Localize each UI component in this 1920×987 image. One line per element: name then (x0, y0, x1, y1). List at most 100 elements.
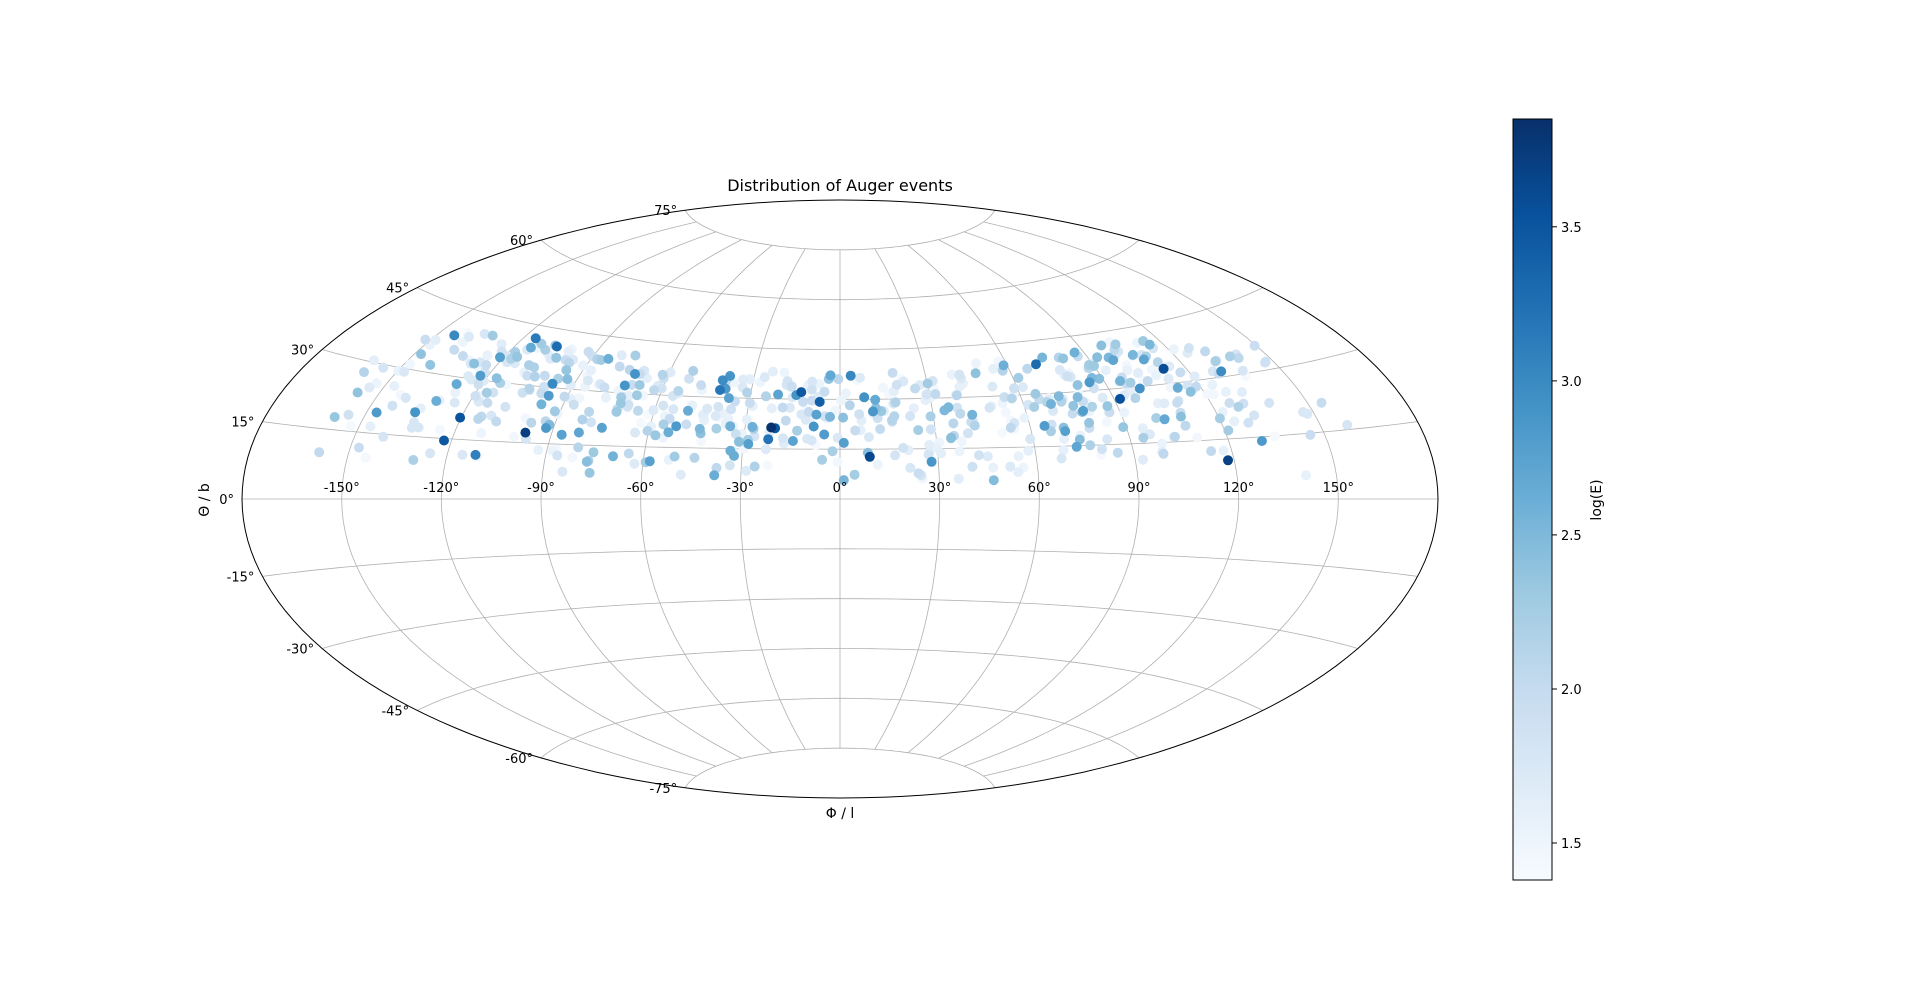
longitude-tick-label: -120° (423, 481, 459, 496)
latitude-tick-label: 45° (386, 282, 409, 297)
event-point (970, 368, 981, 379)
event-point (635, 417, 646, 428)
event-point (476, 428, 487, 439)
event-point (1163, 373, 1174, 384)
event-point (887, 415, 897, 426)
event-point (573, 427, 584, 438)
event-point (1009, 383, 1019, 394)
event-point (725, 421, 736, 432)
event-point (614, 361, 625, 372)
event-point (854, 409, 865, 420)
event-point (1208, 389, 1219, 400)
event-point (1025, 434, 1036, 444)
event-point (1125, 377, 1136, 388)
event-point (1221, 386, 1231, 397)
event-point (1054, 364, 1065, 375)
event-point (766, 403, 777, 414)
event-point (779, 367, 790, 378)
event-point (925, 424, 936, 435)
event-point (1176, 411, 1186, 422)
latitude-tick-label: 0° (219, 493, 234, 508)
event-point (1168, 344, 1179, 355)
event-point (524, 383, 535, 394)
event-point (825, 411, 835, 422)
event-point (905, 462, 916, 473)
event-point (806, 395, 817, 406)
event-point (1158, 363, 1169, 374)
event-point (974, 450, 984, 461)
event-point (844, 400, 855, 411)
event-point (696, 380, 707, 391)
event-point (1013, 467, 1024, 478)
event-point (891, 379, 902, 390)
event-point (630, 369, 640, 379)
event-point (688, 365, 699, 376)
colorbar-tick-label: 3.0 (1561, 375, 1582, 390)
event-point (1237, 387, 1247, 398)
event-point (845, 370, 856, 381)
longitude-tick-label: -90° (527, 481, 555, 496)
colorbar-tick-label: 2.0 (1561, 683, 1582, 698)
event-point (1023, 445, 1034, 456)
event-point (583, 346, 594, 357)
event-point (1101, 417, 1112, 427)
event-point (1159, 398, 1170, 409)
longitude-tick-label: 0° (833, 481, 848, 496)
event-point (1225, 351, 1235, 362)
event-point (717, 375, 728, 386)
event-point (410, 407, 421, 418)
event-point (954, 369, 965, 380)
event-point (658, 400, 669, 411)
event-point (1019, 412, 1030, 423)
longitude-tick-labels: -150° -120° -90° -60° -30° 0° 30° 60° 90° 120° 150… (324, 481, 1354, 496)
event-point (608, 451, 618, 462)
event-point (905, 411, 916, 422)
event-point (359, 367, 369, 378)
longitude-tick-label: -60° (627, 481, 655, 496)
event-point (568, 399, 579, 410)
latitude-tick-label: -75° (649, 782, 677, 797)
event-point (925, 411, 936, 422)
event-point (600, 392, 611, 403)
event-point (378, 431, 389, 442)
event-point (549, 406, 560, 417)
event-point (787, 436, 798, 446)
event-point (792, 425, 803, 436)
event-point (1031, 359, 1041, 370)
event-point (908, 403, 919, 414)
event-point (1189, 371, 1200, 382)
event-point (786, 381, 797, 392)
event-point (887, 367, 898, 378)
parallel-line (684, 747, 996, 789)
event-point (623, 399, 634, 410)
event-point (1046, 399, 1056, 409)
event-point (657, 369, 668, 380)
event-point (644, 456, 655, 467)
event-point (875, 424, 886, 435)
event-point (354, 442, 364, 453)
event-point (656, 383, 667, 394)
event-point (455, 412, 466, 423)
event-point (1243, 417, 1254, 428)
event-point (473, 414, 484, 424)
event-point (1223, 425, 1234, 436)
event-point (1172, 382, 1183, 393)
event-point (696, 436, 707, 447)
event-point (1060, 426, 1071, 437)
event-point (1029, 402, 1040, 412)
parallel-line (417, 648, 1263, 711)
event-point (536, 399, 547, 410)
event-point (1152, 357, 1163, 368)
event-point (512, 351, 523, 362)
event-point (599, 382, 610, 393)
event-point (827, 446, 838, 457)
event-point (777, 433, 788, 444)
event-point (955, 408, 966, 419)
latitude-tick-label: -45° (381, 704, 409, 719)
event-point (389, 381, 400, 392)
event-point (1039, 420, 1050, 431)
event-point (663, 427, 674, 438)
event-point (529, 371, 540, 382)
event-point (1249, 340, 1260, 351)
